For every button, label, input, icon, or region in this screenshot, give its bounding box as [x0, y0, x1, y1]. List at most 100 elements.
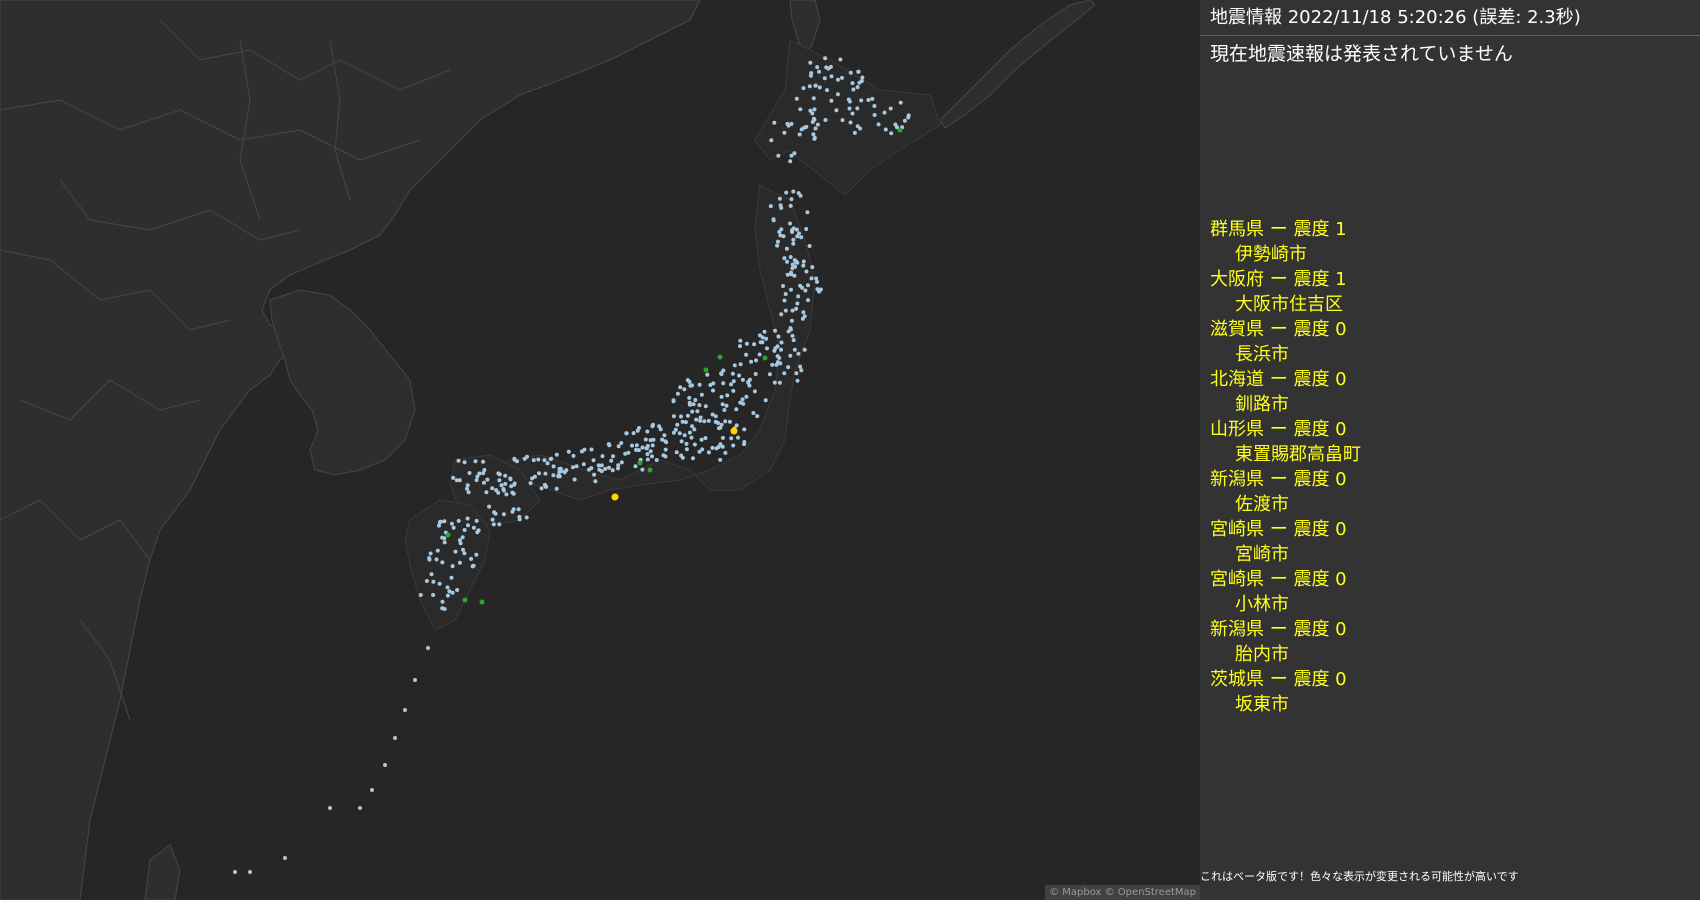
station-marker — [810, 111, 815, 116]
station-marker — [702, 419, 707, 424]
map-attribution[interactable]: © Mapbox © OpenStreetMap — [1045, 885, 1200, 900]
intensity-observation-list: 群馬県 ー 震度 1 伊勢崎市 大阪府 ー 震度 1 大阪市住吉区 滋賀県 ー … — [1210, 217, 1361, 717]
station-marker — [551, 464, 556, 469]
station-marker — [556, 473, 561, 478]
station-marker — [785, 121, 790, 126]
station-marker — [796, 351, 801, 356]
station-marker — [525, 454, 529, 459]
intensity-0-marker — [897, 127, 903, 133]
station-marker — [738, 338, 743, 343]
station-marker — [630, 443, 634, 448]
station-marker — [496, 490, 501, 495]
map-view[interactable]: © Mapbox © OpenStreetMap — [0, 0, 1200, 900]
station-marker — [799, 235, 804, 240]
station-marker — [475, 474, 480, 479]
station-marker — [469, 556, 474, 561]
station-marker — [847, 106, 852, 111]
observation-item: 茨城県 ー 震度 0 坂東市 — [1210, 667, 1361, 717]
station-marker — [393, 736, 397, 740]
station-marker — [539, 486, 544, 491]
station-marker — [783, 308, 788, 313]
station-marker — [684, 447, 689, 452]
station-marker — [813, 126, 818, 131]
station-marker — [692, 427, 697, 432]
station-marker — [648, 438, 653, 443]
station-marker — [664, 440, 669, 445]
station-marker — [829, 98, 834, 103]
station-marker — [591, 458, 596, 463]
station-marker — [383, 763, 387, 767]
station-marker — [690, 424, 695, 429]
station-marker — [852, 130, 857, 135]
station-marker — [497, 478, 502, 483]
station-marker — [731, 379, 736, 384]
station-marker — [858, 126, 863, 131]
observation-prefecture-intensity: 宮崎県 ー 震度 0 — [1210, 519, 1347, 540]
earthquake-info-header: 地震情報 2022/11/18 5:20:26 (誤差: 2.3秒) — [1200, 0, 1700, 36]
station-marker — [789, 121, 794, 126]
station-marker — [697, 403, 702, 408]
station-marker — [902, 118, 907, 123]
station-marker — [857, 80, 862, 85]
station-marker — [593, 479, 598, 484]
station-marker — [537, 471, 541, 476]
station-marker — [823, 56, 828, 61]
observation-city: 大阪市住吉区 — [1235, 294, 1343, 315]
map-canvas[interactable] — [0, 0, 1200, 900]
station-marker — [741, 401, 746, 406]
station-marker — [775, 243, 780, 248]
station-marker — [658, 427, 663, 432]
station-marker — [768, 204, 773, 209]
station-marker — [477, 471, 482, 476]
station-marker — [795, 234, 800, 239]
intensity-0-marker — [479, 599, 485, 605]
station-marker — [779, 227, 784, 232]
station-marker — [851, 87, 856, 92]
station-marker — [760, 340, 765, 345]
station-marker — [815, 287, 820, 292]
station-marker — [626, 450, 631, 455]
station-marker — [752, 342, 757, 347]
station-marker — [491, 522, 496, 527]
station-marker — [596, 463, 601, 468]
station-marker — [673, 427, 678, 432]
station-marker — [781, 284, 785, 288]
station-marker — [789, 318, 794, 323]
station-marker — [737, 373, 742, 378]
station-marker — [532, 474, 537, 479]
station-marker — [811, 96, 816, 101]
station-marker — [888, 106, 893, 111]
station-marker — [749, 359, 754, 364]
station-marker — [772, 380, 777, 385]
observation-prefecture-intensity: 滋賀県 ー 震度 0 — [1210, 319, 1347, 340]
station-marker — [650, 423, 655, 428]
station-marker — [798, 107, 803, 112]
station-marker — [791, 338, 796, 343]
station-marker — [848, 70, 853, 75]
station-marker — [445, 593, 450, 598]
station-marker — [697, 382, 702, 387]
station-marker — [797, 132, 802, 137]
station-marker — [671, 414, 676, 419]
station-marker — [795, 301, 800, 306]
station-marker — [482, 468, 487, 472]
station-marker — [609, 458, 614, 463]
station-marker — [713, 414, 718, 419]
station-marker — [645, 429, 650, 434]
station-marker — [703, 436, 708, 441]
station-marker — [687, 379, 692, 384]
station-marker — [654, 458, 659, 462]
station-marker — [757, 352, 762, 357]
station-marker — [509, 484, 514, 489]
station-marker — [792, 273, 797, 278]
station-marker — [778, 361, 783, 366]
station-marker — [765, 346, 769, 351]
station-marker — [730, 371, 735, 376]
station-marker — [724, 403, 729, 408]
station-marker — [437, 581, 442, 586]
station-marker — [663, 447, 668, 452]
station-marker — [687, 400, 692, 405]
observation-prefecture-intensity: 山形県 ー 震度 0 — [1210, 419, 1347, 440]
observation-prefecture-intensity: 新潟県 ー 震度 0 — [1210, 469, 1347, 490]
station-marker — [671, 399, 676, 404]
